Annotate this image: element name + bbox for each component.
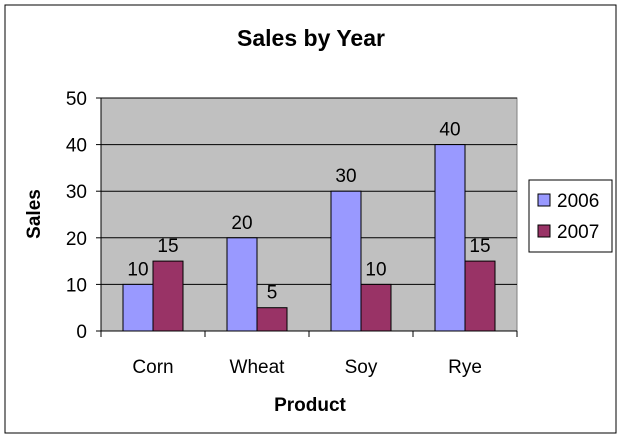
bar-2007-corn: [152, 260, 184, 332]
y-tick-label: 40: [66, 136, 87, 157]
bar-2006-corn: [122, 283, 154, 332]
legend-box: [528, 179, 613, 253]
data-label: 15: [157, 236, 178, 257]
data-label: 15: [469, 236, 490, 257]
y-tick-label: 0: [76, 322, 87, 343]
y-axis-title: Sales: [24, 189, 45, 239]
x-tick-label: Soy: [345, 357, 378, 378]
legend-label-2007: 2007: [557, 222, 599, 243]
legend: 2006 2007: [537, 191, 599, 243]
bar-2006-wheat: [226, 237, 258, 332]
legend-swatch-2007: [537, 224, 551, 238]
y-tick-label: 20: [66, 229, 87, 250]
data-label: 5: [267, 283, 278, 304]
chart-title: Sales by Year: [237, 25, 385, 51]
bar-2007-wheat: [256, 307, 288, 332]
x-axis-title: Product: [274, 395, 346, 416]
legend-swatch-2006: [537, 193, 551, 207]
bar-2006-rye: [434, 144, 466, 332]
data-labels: 10 15 20 5 30 10 40 15: [127, 120, 490, 304]
axes: 0 10 20 30 40 50 Corn Wheat Soy Rye: [66, 89, 518, 378]
data-label: 20: [231, 213, 252, 234]
x-tick-label: Corn: [132, 357, 173, 378]
bar-2007-rye: [464, 260, 496, 332]
y-tick-label: 50: [66, 89, 87, 110]
data-label: 40: [439, 120, 460, 141]
data-label: 10: [365, 259, 386, 280]
bars: [122, 144, 496, 332]
y-tick-label: 30: [66, 182, 87, 203]
legend-label-2006: 2006: [557, 191, 599, 212]
data-label: 30: [335, 166, 356, 187]
y-tick-label: 10: [66, 275, 87, 296]
bar-2007-soy: [360, 283, 392, 332]
x-tick-label: Wheat: [230, 357, 286, 378]
bar-2006-soy: [330, 190, 362, 332]
x-tick-label: Rye: [448, 357, 482, 378]
data-label: 10: [127, 259, 148, 280]
